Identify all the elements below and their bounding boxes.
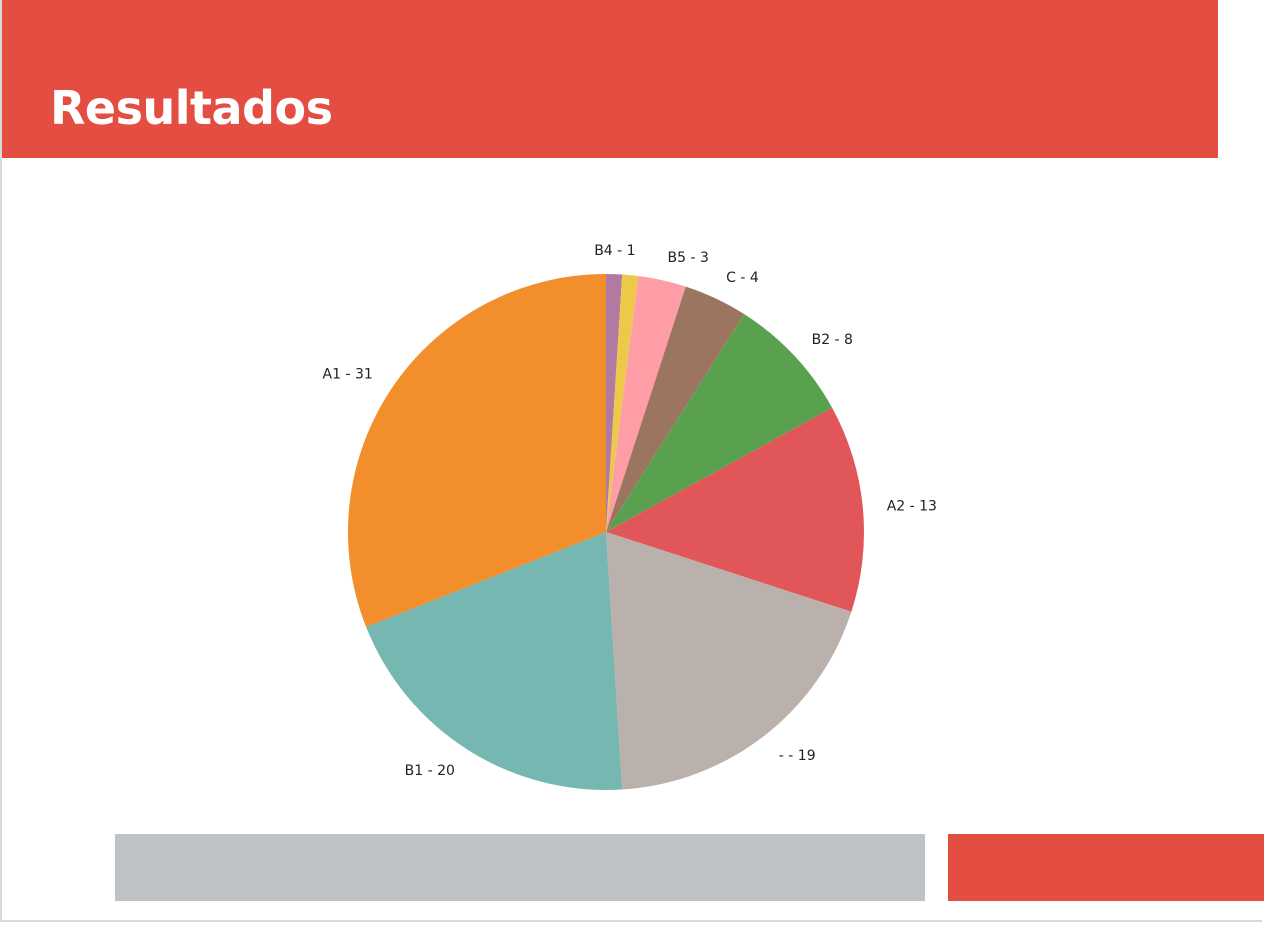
pie-slice-b1-label: B1 - 20 [405,763,455,779]
pie-slice-b1 [366,532,623,790]
pie-slice-b5 [606,276,686,532]
pie-slice-b4 [606,274,623,532]
pie-slice-c [606,286,745,532]
pie-slice-a1-label: A1 - 31 [323,367,373,383]
pie-slice-b4-label: B4 - 1 [594,243,635,259]
slide-title: Resultados [50,81,333,135]
pie-slice-b2 [606,314,833,532]
pie-slice-a2-label: A2 - 13 [887,499,937,515]
footer-bar-red [948,834,1264,901]
pie-slice-a1 [348,274,606,627]
pie-slice-a2 [606,407,864,612]
title-banner: Resultados [2,0,1218,158]
footer-bar-gray [115,834,925,901]
pie-slice-b5-label: B5 - 3 [668,250,709,266]
pie-slice-unlabelled [606,274,639,532]
pie-slice-b2-label: B2 - 8 [812,332,853,348]
pie-slice-dash-label: - - 19 [779,748,816,764]
pie-slice-c-label: C - 4 [726,270,759,286]
pie-slice-dash [606,532,852,790]
